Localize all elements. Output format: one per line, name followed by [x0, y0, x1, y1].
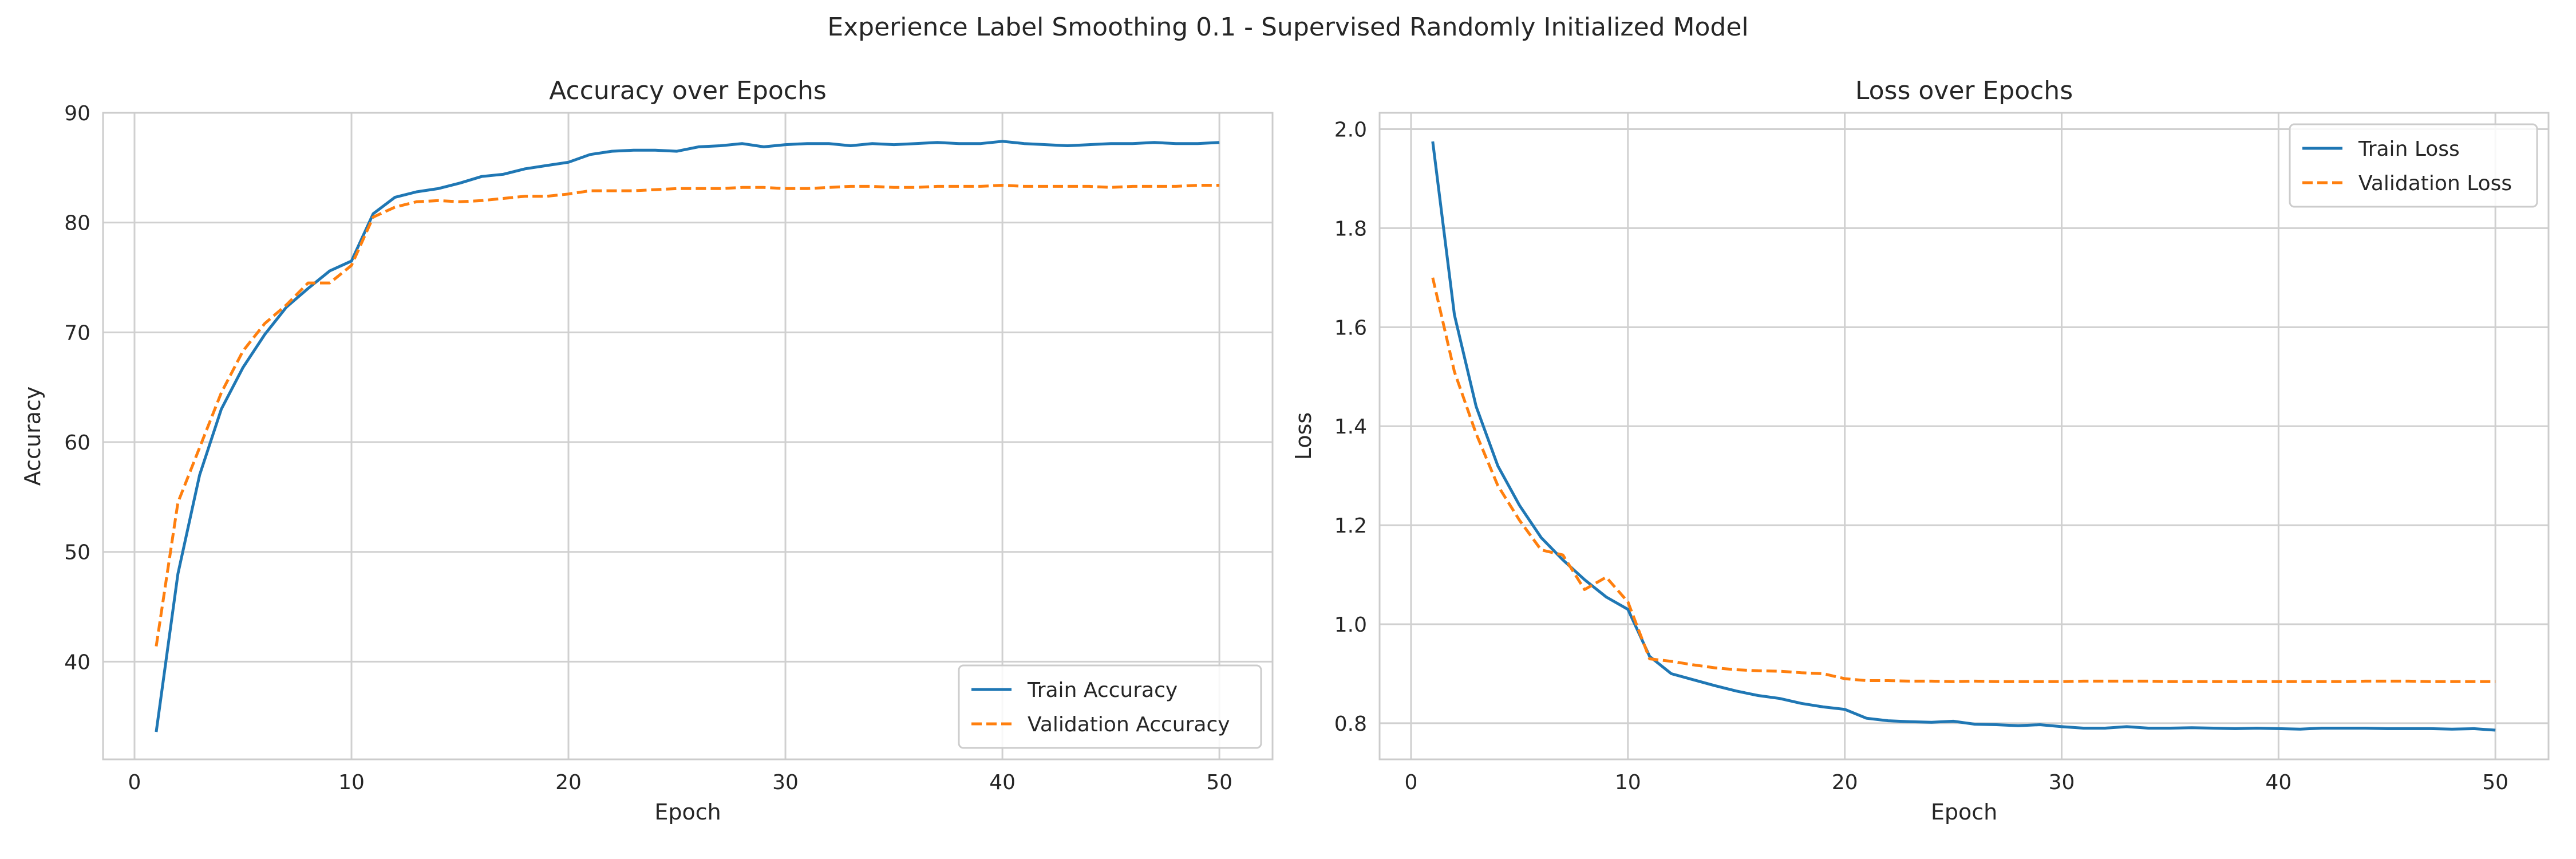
accuracy-x-tick-label: 20 [555, 771, 582, 794]
validation-loss-line [1431, 277, 2496, 683]
train-loss-line [1431, 141, 2496, 732]
figure-suptitle: Experience Label Smoothing 0.1 - Supervi… [827, 13, 1748, 42]
train-loss-legend-label: Train Loss [2358, 137, 2460, 161]
accuracy-x-tick-label: 10 [338, 771, 365, 794]
loss-x-axis-label: Epoch [1931, 799, 1997, 825]
validation-loss-legend-label: Validation Loss [2358, 172, 2512, 195]
accuracy-legend: Train Accuracy Validation Accuracy [958, 664, 1262, 749]
accuracy-y-tick-label: 80 [64, 212, 90, 235]
loss-y-tick-label: 1.6 [1334, 316, 1367, 340]
accuracy-x-tick-label: 50 [1206, 771, 1232, 794]
accuracy-x-tick-label: 0 [128, 771, 141, 794]
loss-y-tick-label: 1.4 [1334, 415, 1367, 439]
accuracy-chart-title: Accuracy over Epochs [549, 76, 827, 105]
loss-y-tick-label: 1.8 [1334, 217, 1367, 241]
loss-legend-box [2289, 123, 2538, 208]
loss-x-tick-label: 50 [2482, 771, 2508, 794]
accuracy-y-tick-label: 50 [64, 541, 90, 565]
accuracy-chart: 0 10 20 30 40 50 40 50 60 70 80 90 Accuracy over Epo… [20, 76, 1274, 825]
accuracy-legend-box [958, 664, 1262, 749]
loss-chart-title: Loss over Epochs [1855, 76, 2073, 105]
accuracy-x-tick-label: 30 [772, 771, 799, 794]
loss-y-tick-label: 2.0 [1334, 119, 1367, 142]
loss-axes-frame [1378, 112, 2550, 761]
loss-y-axis-label: Loss [1291, 412, 1316, 460]
loss-x-tick-label: 0 [1404, 771, 1417, 794]
validation-accuracy-line [155, 184, 1220, 647]
loss-legend: Train Loss Validation Loss [2289, 123, 2538, 208]
accuracy-axes-frame [102, 112, 1274, 761]
accuracy-y-axis-label: Accuracy [20, 387, 45, 486]
loss-y-tick-label: 1.2 [1334, 514, 1367, 538]
accuracy-y-tick-label: 60 [64, 431, 90, 455]
accuracy-x-tick-label: 40 [989, 771, 1016, 794]
validation-accuracy-legend-label: Validation Accuracy [1028, 713, 1230, 736]
loss-x-tick-label: 40 [2265, 771, 2291, 794]
accuracy-plot-area [103, 113, 1273, 759]
loss-x-tick-label: 10 [1615, 771, 1641, 794]
accuracy-y-tick-label: 40 [64, 651, 90, 674]
accuracy-y-tick-label: 90 [64, 102, 90, 125]
accuracy-y-tick-label: 70 [64, 321, 90, 345]
train-accuracy-legend-label: Train Accuracy [1027, 679, 1178, 702]
loss-y-tick-label: 0.8 [1334, 712, 1367, 736]
loss-y-tick-label: 1.0 [1334, 613, 1367, 637]
accuracy-x-axis-label: Epoch [654, 799, 721, 825]
loss-x-tick-label: 20 [1832, 771, 1858, 794]
loss-plot-area [1380, 113, 2549, 759]
loss-x-tick-label: 30 [2049, 771, 2075, 794]
loss-chart: 0 10 20 30 40 50 0.8 1.0 1.2 1.4 1.6 1.8 2.0 Loss ove… [1291, 76, 2550, 825]
train-accuracy-line [155, 140, 1220, 732]
